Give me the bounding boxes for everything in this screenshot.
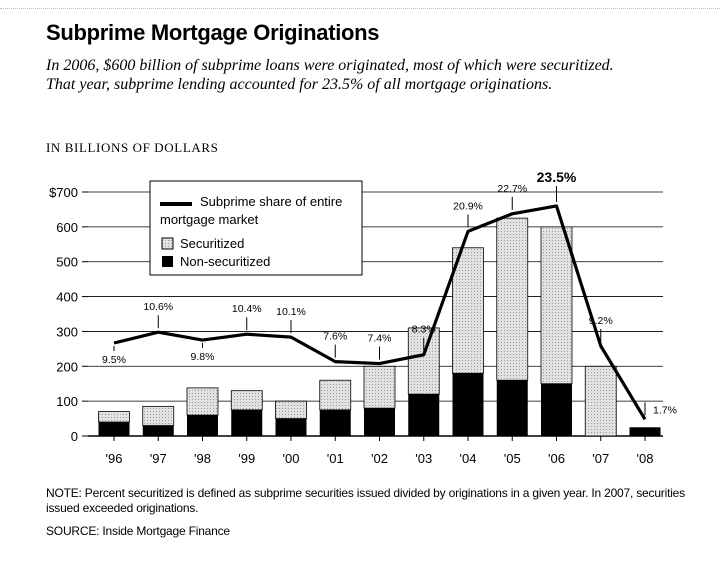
y-tick-label: 600	[56, 220, 78, 235]
units-label: IN BILLIONS OF DOLLARS	[46, 140, 219, 155]
x-tick-label: '07	[592, 451, 609, 466]
share-label: 9.2%	[589, 315, 613, 327]
share-label: 22.7%	[497, 183, 527, 195]
x-tick-label: '00	[283, 451, 300, 466]
share-label: 10.1%	[276, 306, 306, 318]
bar-securitized	[98, 411, 130, 423]
bar-securitized	[363, 365, 396, 409]
y-tick-label: 0	[71, 429, 78, 444]
bar-non-securitized	[231, 409, 263, 436]
x-tick-label: '97	[150, 451, 167, 466]
bar-non-securitized	[452, 373, 484, 436]
bar-non-securitized	[275, 418, 307, 436]
bar-securitized	[452, 247, 484, 374]
bar-securitized	[186, 387, 219, 416]
bar-securitized	[319, 379, 352, 411]
share-label: 1.7%	[653, 404, 677, 416]
x-tick-label: '98	[194, 451, 211, 466]
x-tick-label: '96	[106, 451, 123, 466]
x-tick-label: '99	[238, 451, 255, 466]
y-tick-label: 300	[56, 324, 78, 339]
legend-securitized-swatch	[161, 237, 174, 250]
x-tick-label: '08	[637, 451, 654, 466]
bar-non-securitized	[408, 394, 440, 436]
bar-non-securitized	[98, 422, 130, 436]
bar-non-securitized	[364, 408, 395, 436]
y-tick-label: $700	[49, 185, 78, 200]
share-label: 7.4%	[368, 333, 392, 345]
bar-securitized	[540, 226, 573, 385]
share-line	[113, 204, 647, 421]
y-tick-label: 400	[56, 290, 78, 305]
share-label: 9.5%	[102, 354, 126, 366]
chart-note: NOTE: Percent securitized is defined as …	[46, 486, 685, 515]
x-tick-label: '04	[460, 451, 477, 466]
x-tick-label: '05	[504, 451, 521, 466]
legend-line-label-2: mortgage market	[160, 212, 259, 227]
chart-source: SOURCE: Inside Mortgage Finance	[46, 524, 230, 538]
share-label: 7.6%	[323, 331, 347, 343]
legend-securitized-label: Securitized	[180, 236, 244, 251]
bar-non-securitized	[496, 380, 528, 436]
legend-nonsecuritized-label: Non-securitized	[180, 254, 270, 269]
bar-securitized	[496, 217, 529, 381]
bar-non-securitized	[629, 427, 661, 436]
x-tick-label: '02	[371, 451, 388, 466]
y-tick-label: 100	[56, 394, 78, 409]
subprime-chart: $700 600 500 400 300 200 100 0 '96 '97 '98 '99 '00 '0…	[49, 169, 677, 466]
legend-line-label-1: Subprime share of entire	[200, 194, 342, 209]
chart-subtitle: In 2006, $600 billion of subprime loans …	[46, 57, 614, 93]
share-label: 8.3%	[412, 324, 436, 336]
legend-nonsecuritized-swatch	[162, 256, 173, 267]
x-tick-label: '03	[415, 451, 432, 466]
bar-securitized	[584, 365, 617, 437]
bar-securitized	[275, 400, 307, 419]
share-label: 9.8%	[191, 351, 215, 363]
bar-non-securitized	[319, 409, 351, 436]
y-tick-label: 500	[56, 255, 78, 270]
x-tick-label: '01	[327, 451, 344, 466]
bar-non-securitized	[187, 415, 218, 436]
y-tick-label: 200	[56, 359, 78, 374]
chart-legend: Subprime share of entire mortgage market…	[149, 180, 363, 276]
share-label: 20.9%	[453, 200, 483, 212]
bar-non-securitized	[142, 425, 174, 436]
bar-non-securitized	[541, 383, 572, 436]
bar-securitized	[142, 405, 175, 426]
legend-box	[149, 180, 363, 276]
top-rule	[0, 8, 720, 9]
x-tick-label: '06	[548, 451, 565, 466]
bar-securitized	[407, 327, 440, 395]
chart-title: Subprime Mortgage Originations	[46, 20, 380, 45]
share-label: 10.4%	[232, 303, 262, 315]
share-label: 10.6%	[143, 301, 173, 313]
bar-securitized	[230, 390, 263, 411]
share-label: 23.5%	[537, 169, 577, 185]
